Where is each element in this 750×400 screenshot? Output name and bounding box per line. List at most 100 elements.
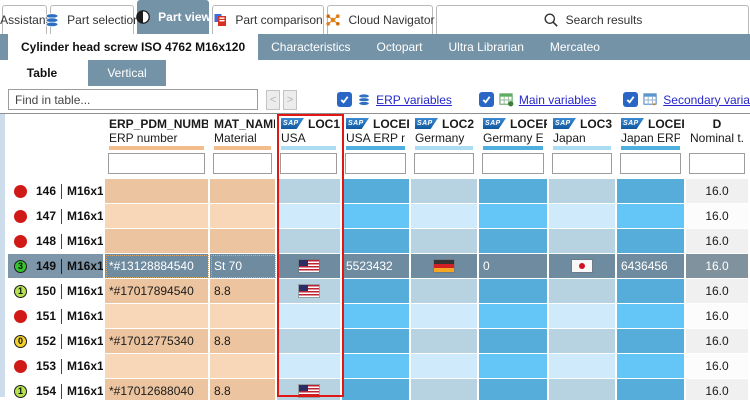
filter-input-mat-name[interactable] [213,153,272,174]
filter-input-erp-pdm-number[interactable] [108,153,205,174]
erp-variables-checkbox[interactable] [337,92,353,107]
cell-material[interactable]: 8.8 [210,329,277,354]
table-row-153[interactable]: 153 M16x140 16.0 [8,354,750,379]
row-label-cell[interactable]: 1 150 M16x125 [8,279,105,304]
cell-loc3[interactable] [549,254,617,279]
cell-locerp1[interactable] [342,179,411,204]
erp-variables-link[interactable]: ERP variables [376,92,452,107]
tab-part-view[interactable]: Part view [136,0,211,34]
cell-loc3[interactable] [549,329,617,354]
cell-erp-number[interactable] [105,179,210,204]
filter-input-locerp2[interactable] [482,153,544,174]
cell-material[interactable] [210,354,277,379]
doc-tab-cylinder-head-screw-iso-4762-m16x120[interactable]: Cylinder head screw ISO 4762 M16x120 [8,34,259,60]
cell-material[interactable]: St 70 [210,254,277,279]
cell-locerp1[interactable]: 5523432 [342,254,411,279]
cell-locerp2[interactable] [479,279,549,304]
cell-locerp3[interactable] [617,229,686,254]
filter-input-d[interactable] [689,153,745,174]
cell-nominal-d[interactable]: 16.0 [686,304,750,329]
cell-erp-number[interactable] [105,204,210,229]
tab-search-results[interactable]: Search results [436,5,749,34]
column-header-loc1[interactable]: SAP LOC1 USA [277,114,342,150]
doc-tab-mercateo[interactable]: Mercateo [537,34,613,60]
cell-erp-number[interactable]: *#17017894540 [105,279,210,304]
cell-locerp3[interactable] [617,379,686,400]
cell-material[interactable] [210,229,277,254]
cell-locerp3[interactable] [617,329,686,354]
table-row-151[interactable]: 151 M16x130 16.0 [8,304,750,329]
cell-nominal-d[interactable]: 16.0 [686,254,750,279]
cell-erp-number[interactable] [105,229,210,254]
cell-nominal-d[interactable]: 16.0 [686,179,750,204]
cell-locerp1[interactable] [342,229,411,254]
table-row-154[interactable]: 1 154 M16x140 *#17012688040 8.8 16.0 [8,379,750,400]
cell-loc1[interactable] [277,229,342,254]
tab-part-comparison[interactable]: Part comparison [212,5,324,34]
filter-input-loc2[interactable] [414,153,474,174]
column-header-locerp3[interactable]: SAP LOCERP3Japan ERP ... [617,114,686,150]
cell-locerp2[interactable] [479,229,549,254]
column-header-erp-pdm-number[interactable]: ERP_PDM_NUMBERERP number [105,114,210,150]
cell-nominal-d[interactable]: 16.0 [686,379,750,400]
cell-nominal-d[interactable]: 16.0 [686,229,750,254]
view-tab-vertical[interactable]: Vertical [88,60,166,86]
cell-locerp3[interactable] [617,179,686,204]
cell-loc2[interactable] [411,204,479,229]
cell-loc1[interactable] [277,179,342,204]
tab-cloud-navigator[interactable]: Cloud Navigator [326,5,435,34]
column-header-loc3[interactable]: SAP LOC3 Japan [549,114,617,150]
row-label-cell[interactable]: 1 154 M16x140 [8,379,105,400]
tab-part-selection[interactable]: Part selection [45,5,140,34]
cell-loc2[interactable] [411,354,479,379]
secondary-varia-link[interactable]: Secondary varia [663,92,750,107]
cell-loc1[interactable] [277,379,342,400]
row-label-cell[interactable]: 153 M16x140 [8,354,105,379]
cell-erp-number[interactable]: *#17012688040 [105,379,210,400]
cell-locerp1[interactable] [342,304,411,329]
cell-locerp1[interactable] [342,279,411,304]
cell-material[interactable]: 8.8 [210,279,277,304]
cell-erp-number[interactable]: *#13128884540 [105,254,210,279]
main-variables-checkbox[interactable] [478,92,494,107]
column-header-locerp2[interactable]: SAP LOCERP2Germany E... [479,114,549,150]
row-label-cell[interactable]: 0 152 M16x130 [8,329,105,354]
cell-locerp2[interactable] [479,304,549,329]
cell-material[interactable] [210,304,277,329]
cell-material[interactable] [210,179,277,204]
cell-loc1[interactable] [277,204,342,229]
doc-tab-ultra-librarian[interactable]: Ultra Librarian [436,34,537,60]
cell-locerp2[interactable] [479,329,549,354]
cell-loc3[interactable] [549,379,617,400]
cell-locerp1[interactable] [342,354,411,379]
table-row-148[interactable]: 148 M16x120 16.0 [8,229,750,254]
cell-loc1[interactable] [277,329,342,354]
cell-loc3[interactable] [549,229,617,254]
table-row-150[interactable]: 1 150 M16x125 *#17017894540 8.8 16.0 [8,279,750,304]
cell-locerp2[interactable] [479,179,549,204]
cell-erp-number[interactable] [105,304,210,329]
cell-nominal-d[interactable]: 16.0 [686,279,750,304]
cell-loc1[interactable] [277,354,342,379]
cell-erp-number[interactable] [105,354,210,379]
table-row-152[interactable]: 0 152 M16x130 *#17012775340 8.8 16.0 [8,329,750,354]
cell-loc2[interactable] [411,254,479,279]
cell-locerp2[interactable] [479,379,549,400]
column-header-locerp1[interactable]: SAP LOCERP1USA ERP n... [342,114,411,150]
cell-locerp3[interactable] [617,354,686,379]
row-label-cell[interactable]: 148 M16x120 [8,229,105,254]
cell-locerp2[interactable]: 0 [479,254,549,279]
cell-loc2[interactable] [411,379,479,400]
table-row-146[interactable]: 146 M16x100 16.0 [8,179,750,204]
table-row-147[interactable]: 147 M16x110 16.0 [8,204,750,229]
column-header-loc2[interactable]: SAP LOC2 Germany [411,114,479,150]
view-tab-table[interactable]: Table [14,60,70,86]
doc-tab-octopart[interactable]: Octopart [363,34,435,60]
cell-locerp1[interactable] [342,329,411,354]
column-header-mat-name[interactable]: MAT_NAME Material [210,114,277,150]
main-variables-link[interactable]: Main variables [518,92,597,107]
cell-nominal-d[interactable]: 16.0 [686,204,750,229]
cell-loc3[interactable] [549,204,617,229]
cell-loc1[interactable] [277,254,342,279]
